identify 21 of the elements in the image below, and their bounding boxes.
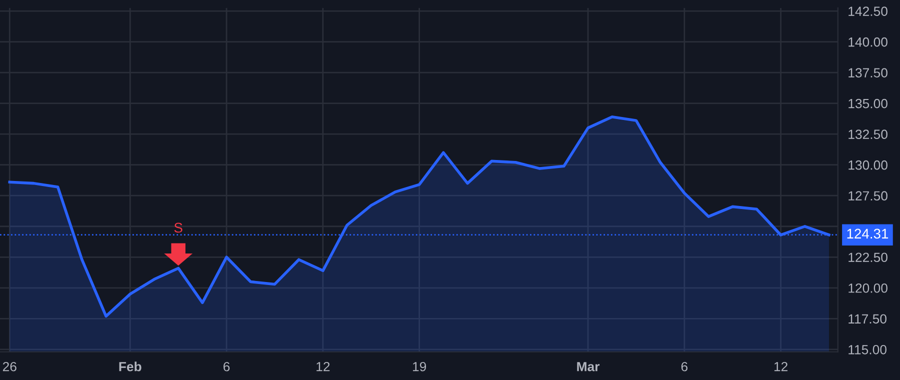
x-tick-label: 6 bbox=[224, 362, 230, 372]
y-tick-label: 127.50 bbox=[848, 191, 888, 201]
y-tick-label: 137.50 bbox=[848, 68, 888, 78]
x-tick-label: 12 bbox=[316, 362, 330, 372]
x-tick-label: 26 bbox=[2, 362, 16, 372]
x-tick-label: Feb bbox=[119, 362, 142, 372]
x-tick-label: 12 bbox=[774, 362, 788, 372]
y-tick-label: 132.50 bbox=[848, 130, 888, 140]
x-tick-label: 19 bbox=[412, 362, 426, 372]
x-tick-label: Mar bbox=[577, 362, 600, 372]
y-tick-label: 122.50 bbox=[848, 252, 888, 262]
y-tick-label: 135.00 bbox=[848, 98, 888, 108]
y-tick-label: 115.00 bbox=[848, 344, 886, 354]
series-label: S bbox=[174, 222, 182, 233]
x-tick-label: 6 bbox=[681, 362, 688, 372]
y-tick-label: 140.00 bbox=[848, 37, 888, 47]
y-tick-label: 120.00 bbox=[848, 283, 888, 293]
y-tick-label: 130.00 bbox=[848, 160, 888, 170]
y-tick-label: 142.50 bbox=[848, 6, 888, 16]
ref-line-label: 124.31 bbox=[847, 228, 888, 239]
y-tick-label: 117.50 bbox=[848, 314, 886, 324]
